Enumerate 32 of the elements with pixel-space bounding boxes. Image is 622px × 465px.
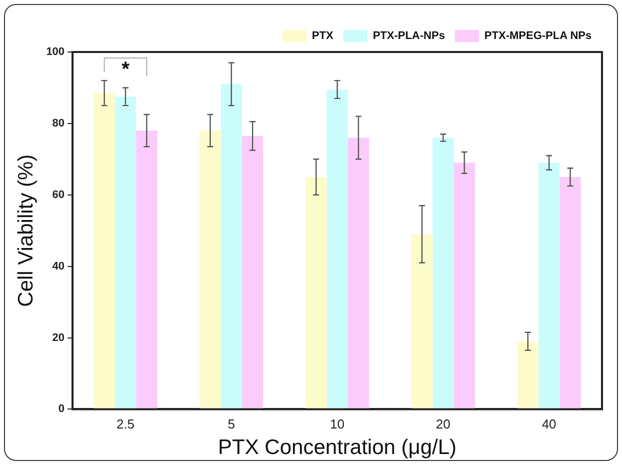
bar	[517, 341, 538, 409]
y-axis-title: Cell Viability (%)	[14, 154, 38, 307]
bar	[411, 234, 433, 409]
bar	[242, 136, 264, 409]
bar	[94, 93, 115, 409]
bar	[200, 130, 221, 409]
bar	[348, 138, 370, 409]
bar	[220, 84, 242, 409]
y-tick-label: 100	[46, 46, 65, 58]
x-tick-label: 20	[436, 416, 450, 432]
x-tick-label: 40	[542, 416, 556, 432]
legend-label: PTX	[312, 30, 334, 42]
bar	[114, 96, 136, 409]
y-tick-label: 0	[58, 403, 65, 416]
x-tick-label: 2.5	[116, 416, 135, 432]
y-tick-label: 20	[52, 332, 65, 344]
annotation: *	[122, 58, 130, 81]
bar	[326, 90, 348, 409]
y-tick-label: 80	[52, 117, 65, 130]
x-axis-title: PTX Concentration (μg/L)	[218, 436, 457, 460]
bar	[306, 177, 327, 409]
bar	[136, 130, 158, 409]
x-tick-label: 10	[330, 416, 345, 432]
bar	[538, 162, 560, 409]
y-tick-label: 60	[52, 188, 65, 201]
legend-label: PTX-MPEG-PLA NPs	[484, 30, 592, 42]
x-tick-label: 5	[228, 416, 236, 432]
legend-label: PTX-PLA-NPs	[372, 30, 445, 42]
y-tick-label: 40	[52, 260, 65, 272]
bar	[560, 177, 581, 409]
bar	[454, 162, 475, 409]
bar	[432, 138, 454, 409]
